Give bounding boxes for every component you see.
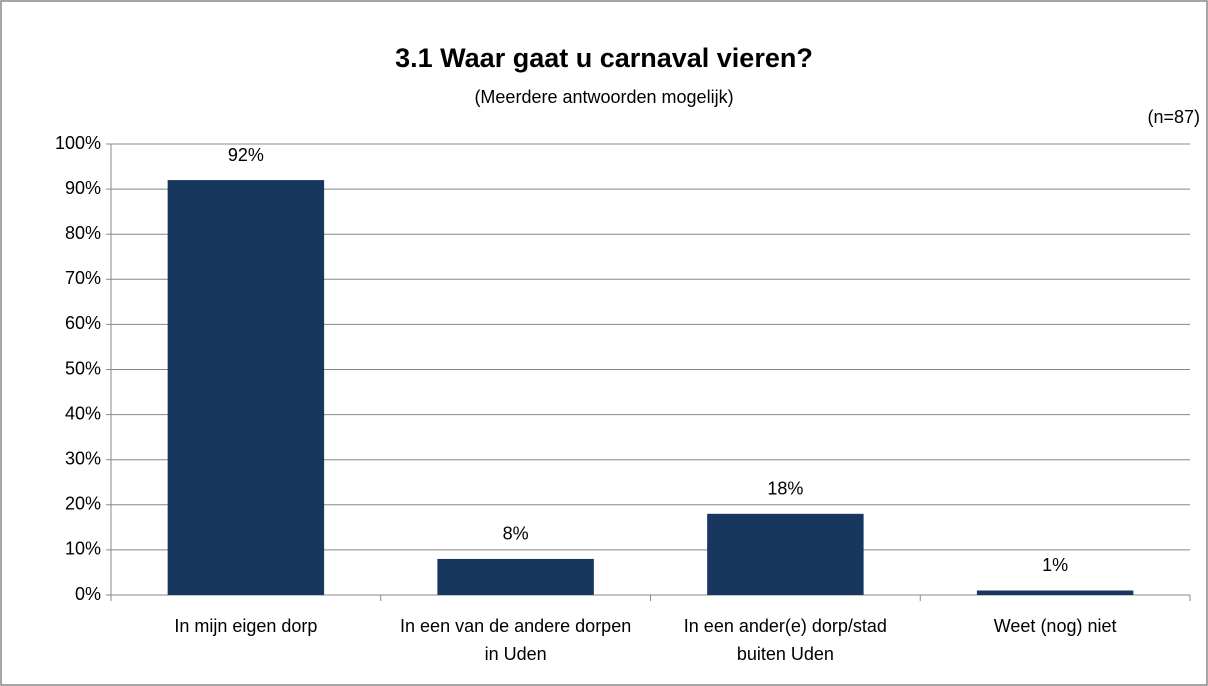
bar [976, 590, 1134, 595]
y-tick-label: 0% [75, 584, 101, 604]
y-tick-label: 60% [65, 313, 101, 333]
bar [707, 513, 864, 595]
y-tick-label: 70% [65, 268, 101, 288]
chart-title: 3.1 Waar gaat u carnaval vieren? [395, 43, 813, 73]
chart-subtitle: (Meerdere antwoorden mogelijk) [474, 87, 733, 107]
bar [437, 558, 594, 595]
y-tick-label: 40% [65, 403, 101, 423]
data-label: 8% [503, 524, 529, 544]
y-tick-label: 50% [65, 358, 101, 378]
data-label: 18% [767, 479, 803, 499]
y-tick-label: 100% [55, 133, 101, 153]
x-tick-label: In mijn eigen dorp [174, 616, 318, 636]
y-tick-label: 80% [65, 223, 101, 243]
x-tick-label: Weet (nog) niet [993, 616, 1117, 636]
bar [167, 180, 325, 595]
data-label: 1% [1042, 555, 1068, 575]
y-tick-label: 30% [65, 448, 101, 468]
data-label: 92% [228, 145, 264, 165]
y-tick-label: 20% [65, 494, 101, 514]
sample-note: (n=87) [1147, 107, 1200, 127]
y-tick-label: 90% [65, 178, 101, 198]
y-tick-label: 10% [65, 539, 101, 559]
x-tick-label: In een ander(e) dorp/stad buiten Uden [683, 616, 887, 664]
x-tick-label: In een van de andere dorpen in Uden [400, 616, 632, 664]
